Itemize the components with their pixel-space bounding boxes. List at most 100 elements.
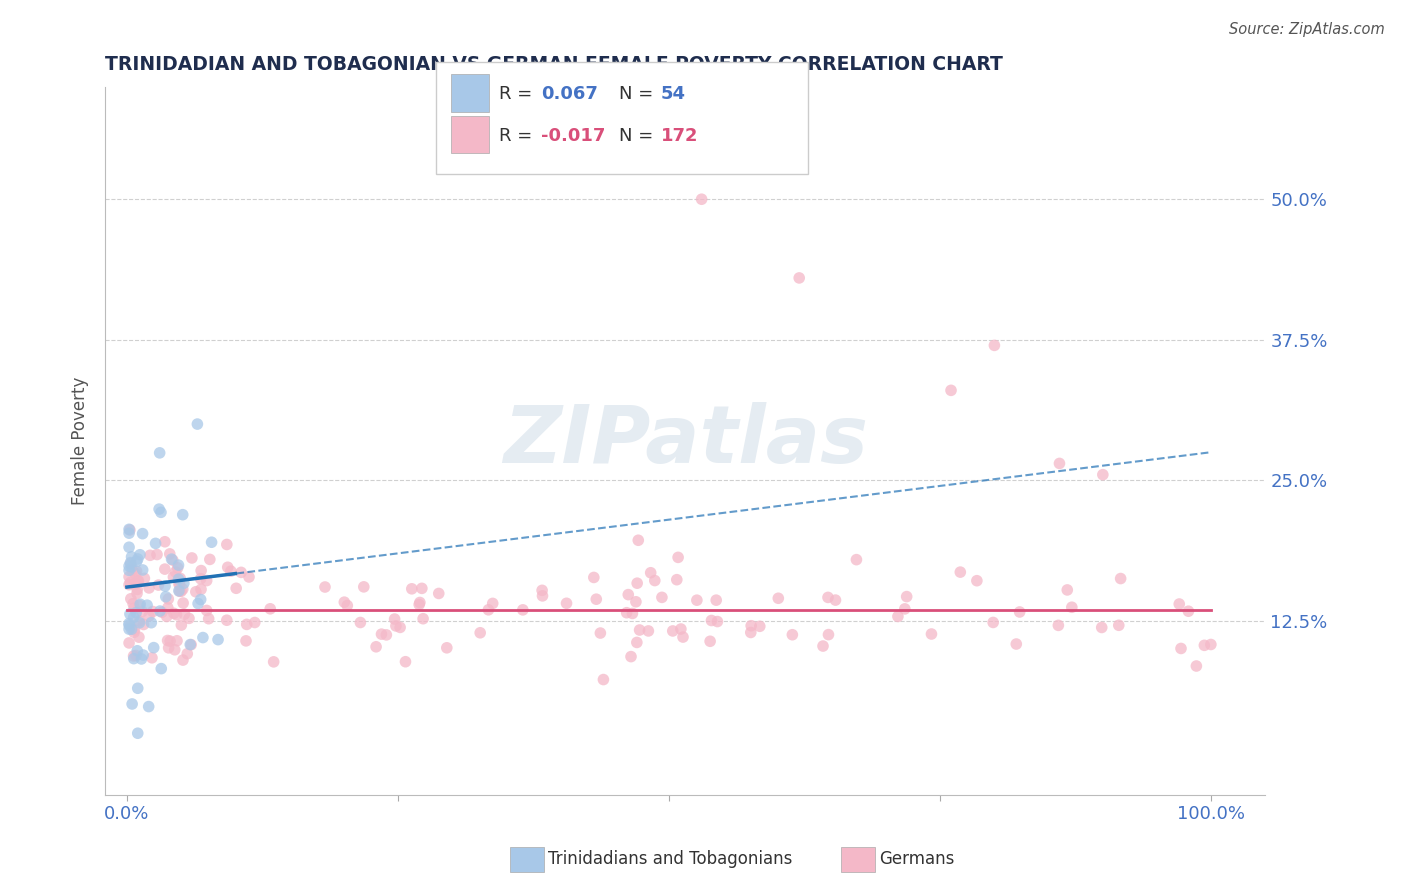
Point	[427, 586, 450, 600]
Point	[349, 615, 371, 630]
Text: 172: 172	[661, 127, 699, 145]
Point	[1199, 638, 1222, 652]
Point	[169, 584, 191, 599]
Point	[156, 609, 179, 624]
Point	[125, 586, 148, 600]
Point	[263, 655, 285, 669]
Point	[1091, 467, 1114, 482]
Point	[153, 562, 176, 576]
Point	[160, 552, 183, 566]
Point	[394, 655, 416, 669]
Point	[121, 697, 143, 711]
Point	[531, 583, 554, 598]
Point	[129, 548, 152, 562]
Point	[824, 593, 846, 607]
Point	[661, 624, 683, 638]
Point	[145, 536, 167, 550]
Point	[127, 574, 149, 589]
Point	[125, 606, 148, 620]
Point	[167, 577, 190, 591]
Point	[409, 595, 432, 609]
Point	[120, 591, 142, 606]
Text: Trinidadians and Tobagonians: Trinidadians and Tobagonians	[548, 850, 793, 868]
Point	[470, 625, 492, 640]
Text: ZIPatlas: ZIPatlas	[503, 402, 868, 480]
Point	[149, 604, 172, 618]
Point	[118, 607, 141, 621]
Point	[983, 338, 1005, 352]
Point	[131, 526, 153, 541]
Point	[637, 624, 659, 638]
Point	[156, 600, 179, 615]
Point	[118, 522, 141, 536]
Text: -0.017: -0.017	[541, 127, 606, 145]
Point	[124, 576, 146, 591]
Point	[704, 593, 727, 607]
Point	[217, 560, 239, 574]
Point	[122, 597, 145, 611]
Text: R =: R =	[499, 85, 538, 103]
Point	[128, 614, 150, 628]
Point	[169, 576, 191, 591]
Point	[215, 613, 238, 627]
Point	[122, 625, 145, 640]
Point	[118, 526, 141, 541]
Point	[616, 606, 638, 620]
Point	[665, 573, 688, 587]
Point	[141, 650, 163, 665]
Point	[121, 549, 143, 564]
Point	[353, 580, 375, 594]
Point	[481, 596, 503, 610]
Point	[195, 603, 218, 617]
Text: N =: N =	[619, 85, 658, 103]
Point	[128, 599, 150, 613]
Point	[669, 622, 692, 636]
Point	[314, 580, 336, 594]
Point	[1091, 620, 1114, 634]
Point	[225, 582, 247, 596]
Point	[157, 592, 180, 607]
Point	[259, 602, 281, 616]
Point	[364, 640, 387, 654]
Point	[131, 652, 153, 666]
Point	[624, 595, 647, 609]
Point	[163, 642, 186, 657]
Point	[169, 571, 191, 585]
Point	[1005, 637, 1028, 651]
Point	[138, 581, 160, 595]
Point	[1170, 641, 1192, 656]
Text: Source: ZipAtlas.com: Source: ZipAtlas.com	[1229, 22, 1385, 37]
Point	[219, 564, 242, 578]
Point	[333, 595, 356, 609]
Point	[118, 622, 141, 636]
Text: 0.067: 0.067	[541, 85, 598, 103]
Point	[122, 601, 145, 615]
Point	[190, 564, 212, 578]
Point	[699, 634, 721, 648]
Point	[176, 647, 198, 661]
Point	[127, 574, 149, 588]
Text: 54: 54	[661, 85, 686, 103]
Point	[118, 618, 141, 632]
Point	[131, 605, 153, 619]
Point	[162, 570, 184, 584]
Point	[620, 649, 643, 664]
Point	[589, 626, 612, 640]
Point	[167, 558, 190, 573]
Point	[243, 615, 266, 630]
Point	[198, 552, 221, 566]
Point	[1056, 582, 1078, 597]
Point	[172, 508, 194, 522]
Point	[167, 572, 190, 586]
Point	[127, 726, 149, 740]
Point	[148, 502, 170, 516]
Point	[894, 602, 917, 616]
Point	[672, 630, 695, 644]
Point	[124, 566, 146, 581]
Point	[190, 582, 212, 597]
Point	[626, 576, 648, 591]
Point	[138, 609, 160, 624]
Point	[136, 598, 159, 612]
Point	[118, 577, 141, 591]
Point	[121, 622, 143, 636]
